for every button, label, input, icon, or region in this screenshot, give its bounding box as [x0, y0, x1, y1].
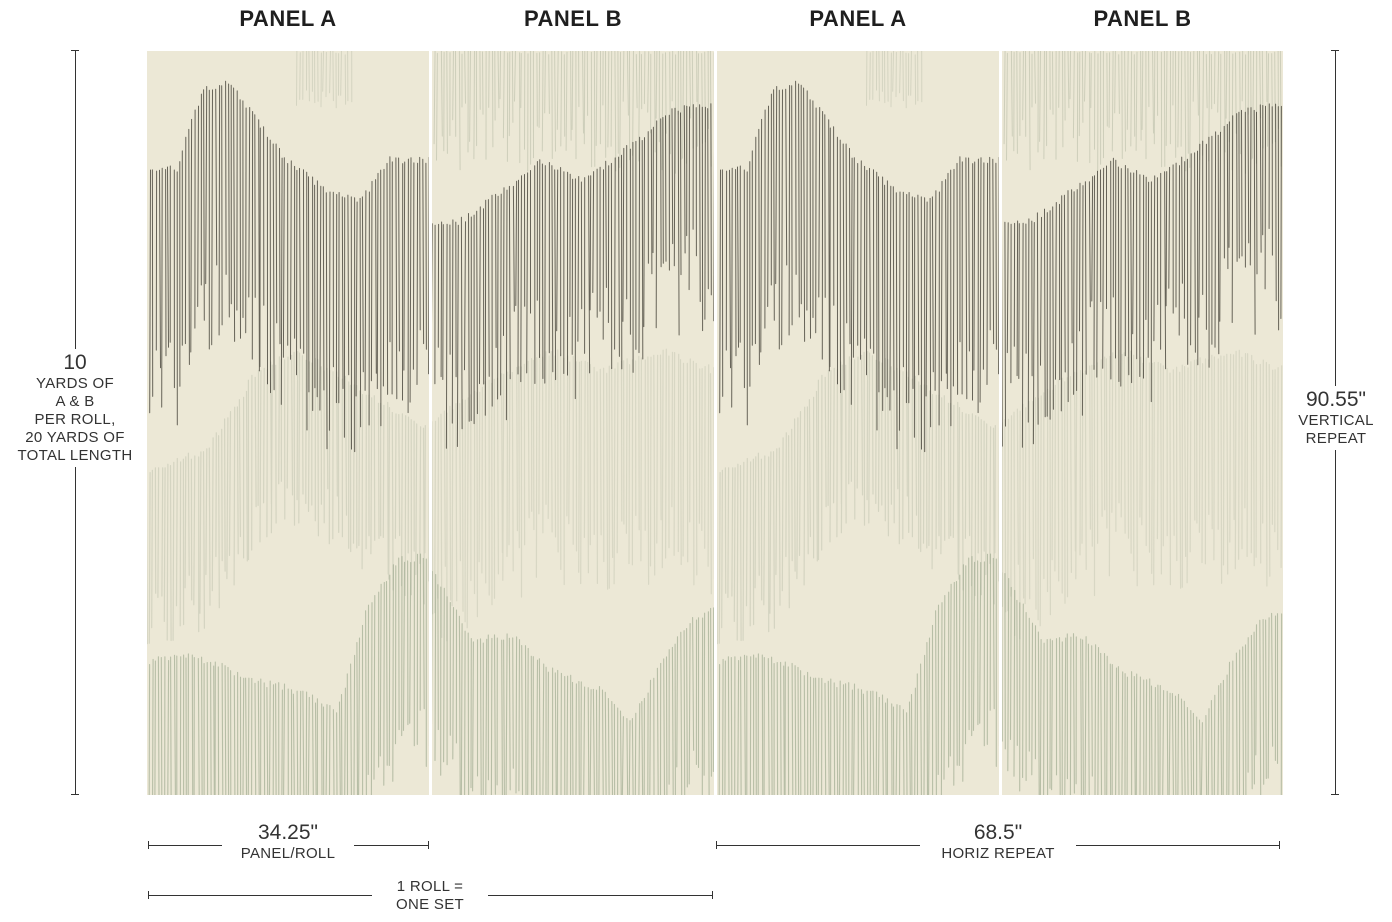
horiz-repeat-text: HORIZ REPEAT	[941, 845, 1055, 862]
stroke-layer-2	[1002, 349, 1283, 640]
wallpaper-panel-1	[147, 51, 429, 795]
stroke-layer-3	[717, 80, 999, 453]
horiz-repeat-label: 68.5" HORIZ REPEAT	[920, 821, 1076, 863]
wallpaper-panel-3	[717, 51, 999, 795]
stroke-layer-1	[1003, 51, 1282, 174]
stroke-layer-4	[718, 553, 999, 795]
panel-title-4: PANEL B	[1093, 6, 1192, 31]
stroke-layer-3	[1002, 103, 1282, 448]
panel-width-text: PANEL/ROLL	[240, 845, 336, 862]
vertical-repeat-line-2: REPEAT	[1305, 430, 1367, 447]
stroke-layer-2	[717, 351, 999, 645]
stroke-layer-1	[433, 51, 714, 174]
stroke-layer-4	[1002, 572, 1283, 795]
vertical-repeat-line-1: VERTICAL	[1298, 412, 1374, 429]
length-line-3: PER ROLL,	[34, 411, 116, 428]
stroke-layer-4	[148, 553, 429, 795]
vertical-repeat-value: 90.55"	[1305, 388, 1366, 411]
length-value: 10	[63, 351, 87, 374]
roll-set-line-1: 1 ROLL =	[396, 878, 464, 895]
stroke-layer-2	[147, 351, 429, 645]
length-label: 10 YARDS OF A & B PER ROLL, 20 YARDS OF …	[4, 349, 146, 467]
wallpaper-panel-2	[432, 51, 714, 795]
panel-artwork	[147, 51, 429, 795]
length-line-1: YARDS OF	[36, 375, 114, 392]
roll-set-label: 1 ROLL = ONE SET	[372, 878, 488, 914]
panel-title-3: PANEL A	[809, 6, 907, 31]
panel-width-value: 34.25"	[257, 821, 318, 844]
roll-set-line-2: ONE SET	[396, 896, 464, 913]
panel-artwork	[717, 51, 999, 795]
length-line-2: A & B	[55, 393, 95, 410]
panel-title-2: PANEL B	[523, 6, 623, 31]
panel-artwork	[1002, 51, 1283, 795]
stroke-layer-3	[147, 80, 429, 453]
length-line-4: 20 YARDS OF	[25, 429, 125, 446]
length-line-5: TOTAL LENGTH	[17, 447, 133, 464]
panel-width-label: 34.25" PANEL/ROLL	[222, 821, 354, 863]
horiz-repeat-value: 68.5"	[973, 821, 1023, 844]
stroke-layer-1	[866, 51, 923, 109]
panel-title-1: PANEL A	[239, 6, 337, 31]
stroke-layer-2	[432, 348, 714, 642]
panel-artwork	[432, 51, 714, 795]
stroke-layer-4	[432, 571, 714, 795]
wallpaper-panel-4	[1002, 51, 1283, 795]
vertical-repeat-label: 90.55" VERTICAL REPEAT	[1286, 386, 1386, 450]
stroke-layer-1	[296, 51, 353, 109]
stroke-layer-3	[432, 103, 714, 449]
